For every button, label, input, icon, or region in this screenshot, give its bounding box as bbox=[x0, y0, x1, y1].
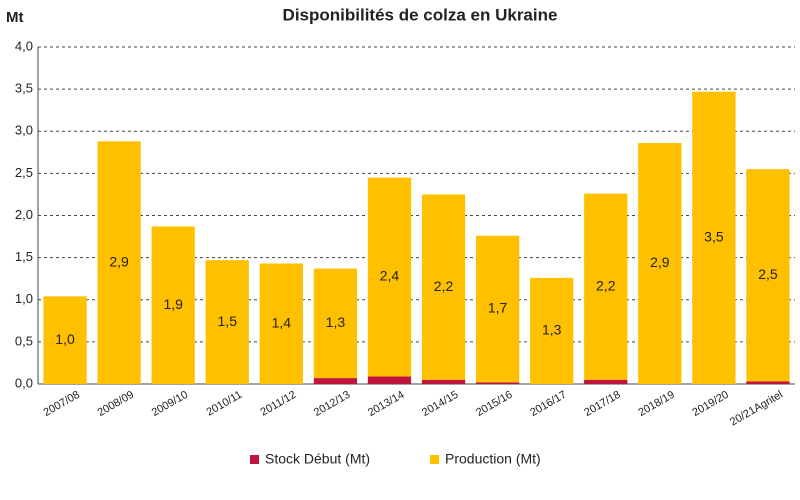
x-tick-label: 20/21Agritel bbox=[728, 389, 785, 429]
bar-segment bbox=[313, 268, 358, 379]
legend-swatch bbox=[250, 455, 259, 464]
x-tick-label: 2013/14 bbox=[366, 389, 406, 419]
y-tick-label: 3,0 bbox=[15, 123, 33, 138]
y-tick-label: 2,0 bbox=[15, 207, 33, 222]
x-tick-label: 2011/12 bbox=[259, 389, 299, 419]
bar-segment bbox=[638, 143, 682, 384]
y-tick-label: 0,5 bbox=[15, 333, 33, 348]
data-label: 1,5 bbox=[218, 313, 238, 329]
bar-segment bbox=[692, 91, 736, 384]
x-tick-label: 2010/11 bbox=[204, 389, 244, 419]
x-tick-label: 2016/17 bbox=[528, 389, 568, 419]
x-tick-label: 2018/19 bbox=[636, 389, 676, 419]
data-label: 1,7 bbox=[488, 300, 508, 316]
bar-segment bbox=[421, 379, 466, 384]
bar-segment bbox=[43, 296, 87, 384]
bar-segment bbox=[367, 177, 412, 377]
bar-segment bbox=[151, 226, 195, 384]
legend-swatch bbox=[430, 455, 439, 464]
data-label: 2,2 bbox=[434, 278, 454, 294]
bar-segment bbox=[421, 194, 466, 380]
bar-segment bbox=[97, 141, 141, 384]
y-axis-label: Mt bbox=[6, 9, 24, 26]
data-label: 2,9 bbox=[109, 253, 129, 269]
data-label: 2,9 bbox=[650, 254, 670, 270]
data-label: 1,3 bbox=[326, 314, 346, 330]
bar-segment bbox=[746, 169, 790, 382]
legend-label: Stock Début (Mt) bbox=[265, 451, 370, 467]
y-tick-label: 0,0 bbox=[15, 375, 33, 390]
bar-segment bbox=[746, 381, 790, 384]
data-label: 2,2 bbox=[596, 277, 616, 293]
bar-segment bbox=[475, 235, 520, 383]
y-tick-label: 2,5 bbox=[15, 165, 33, 180]
y-tick-label: 1,0 bbox=[15, 291, 33, 306]
bar-segment bbox=[584, 193, 628, 380]
data-label: 1,0 bbox=[55, 331, 75, 347]
bar-segment bbox=[313, 378, 358, 384]
x-tick-label: 2014/15 bbox=[420, 389, 460, 419]
bar-segment bbox=[584, 379, 628, 384]
bar-segment bbox=[475, 382, 520, 384]
x-tick-label: 2008/09 bbox=[96, 389, 136, 419]
data-label: 2,4 bbox=[380, 268, 400, 284]
data-label: 3,5 bbox=[704, 229, 724, 245]
x-tick-label: 2009/10 bbox=[150, 389, 190, 419]
data-label: 1,3 bbox=[542, 322, 562, 338]
data-label: 1,4 bbox=[272, 314, 292, 330]
bar-segment bbox=[259, 263, 303, 384]
bar-segment bbox=[530, 277, 574, 384]
y-tick-label: 4,0 bbox=[15, 38, 33, 53]
x-tick-label: 2019/20 bbox=[690, 389, 730, 419]
chart-title: Disponibilités de colza en Ukraine bbox=[283, 5, 558, 24]
bar-segment bbox=[367, 376, 412, 384]
data-label: 2,5 bbox=[758, 266, 778, 282]
x-tick-label: 2007/08 bbox=[42, 389, 82, 419]
x-tick-label: 2017/18 bbox=[582, 389, 622, 419]
y-tick-label: 3,5 bbox=[15, 81, 33, 96]
legend-label: Production (Mt) bbox=[445, 451, 541, 467]
bar-segment bbox=[205, 260, 249, 384]
x-tick-label: 2012/13 bbox=[312, 389, 352, 419]
y-tick-label: 1,5 bbox=[15, 249, 33, 264]
data-label: 1,9 bbox=[163, 296, 183, 312]
x-tick-label: 2015/16 bbox=[474, 389, 514, 419]
